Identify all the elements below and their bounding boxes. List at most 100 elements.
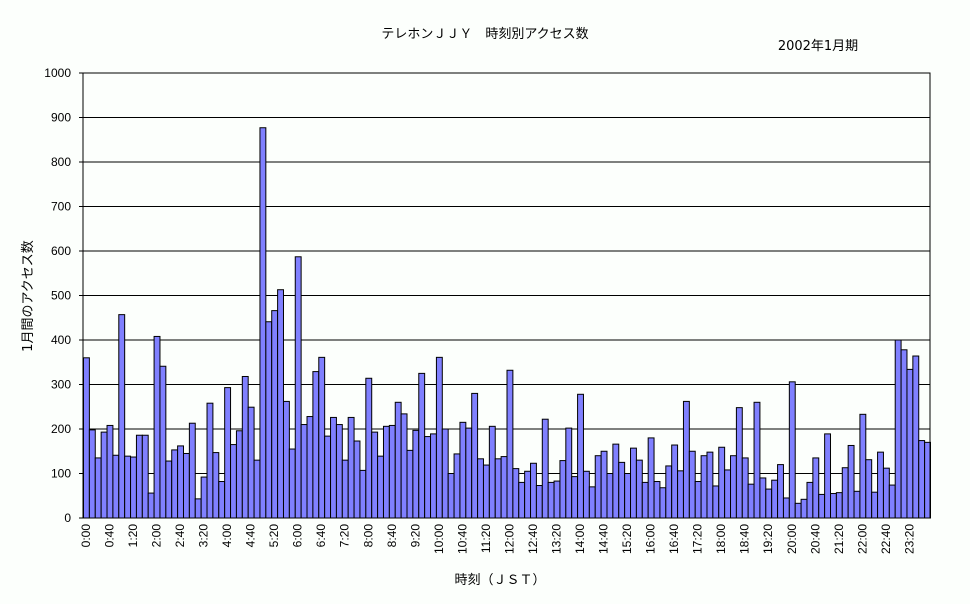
- x-tick-label: 11:20: [479, 524, 493, 553]
- bar: [641, 481, 649, 519]
- bar: [906, 368, 914, 519]
- bar: [524, 470, 532, 519]
- bar: [194, 498, 202, 519]
- bar: [347, 416, 355, 519]
- x-tick-label: 8:40: [385, 524, 399, 548]
- bar: [282, 400, 290, 519]
- bar: [406, 449, 414, 519]
- bar: [694, 481, 702, 519]
- bar: [735, 407, 743, 519]
- bar: [865, 459, 873, 519]
- x-tick-label: 12:40: [526, 524, 540, 554]
- bar: [647, 437, 655, 519]
- bar: [230, 444, 237, 519]
- bar: [188, 422, 196, 519]
- bar: [324, 435, 332, 519]
- bar: [159, 365, 167, 519]
- x-tick-label: 20:00: [785, 524, 799, 554]
- bar: [688, 450, 696, 519]
- bar: [88, 429, 96, 519]
- x-tick-label: 16:00: [644, 524, 658, 554]
- bar: [541, 418, 549, 519]
- x-tick-label: 2:00: [150, 524, 164, 548]
- bar: [559, 460, 567, 519]
- y-tick-label: 200: [51, 422, 71, 436]
- bar: [306, 416, 314, 519]
- bar: [212, 452, 220, 519]
- bar: [665, 465, 673, 519]
- y-tick-label: 700: [51, 200, 71, 214]
- bar: [653, 481, 661, 519]
- bars: [83, 127, 931, 519]
- bar: [582, 470, 590, 519]
- bar: [400, 413, 408, 519]
- bar: [447, 473, 455, 519]
- x-tick-label: 1:20: [126, 524, 140, 548]
- bar: [565, 427, 573, 519]
- bar: [553, 480, 561, 519]
- bar: [794, 502, 802, 519]
- bar: [359, 469, 367, 519]
- bar: [277, 289, 284, 519]
- bar: [147, 492, 155, 519]
- bar: [253, 459, 261, 519]
- bar: [471, 392, 479, 519]
- x-tick-label: 10:00: [432, 524, 446, 554]
- y-tick-label: 800: [51, 155, 71, 169]
- bar: [600, 450, 608, 519]
- bar: [477, 458, 484, 519]
- bar: [912, 355, 920, 519]
- y-tick-label: 900: [51, 111, 71, 125]
- bar: [435, 356, 443, 519]
- bar: [800, 498, 808, 519]
- x-tick-label: 21:20: [832, 524, 846, 554]
- bar: [259, 127, 267, 519]
- bar: [765, 488, 773, 519]
- x-tick-label: 17:20: [691, 524, 705, 554]
- bar: [412, 429, 420, 519]
- bar: [424, 436, 432, 519]
- x-tick-label: 19:20: [761, 524, 775, 554]
- x-tick-label: 5:20: [267, 524, 281, 548]
- bar: [782, 497, 790, 519]
- bar: [577, 393, 584, 519]
- bar: [677, 470, 684, 519]
- bar: [671, 444, 679, 519]
- x-tick-label: 20:40: [808, 524, 822, 554]
- x-tick-label: 23:20: [902, 524, 916, 554]
- x-tick-labels: 0:00 0:40 1:20 2:00 2:40 3:20 4:00 4:40 5:20 6:00…: [79, 524, 916, 554]
- x-tick-label: 4:00: [220, 524, 234, 548]
- x-tick-label: 14:00: [573, 524, 587, 554]
- bar: [353, 440, 361, 519]
- bar: [118, 314, 126, 519]
- x-tick-label: 13:20: [549, 524, 563, 554]
- x-axis-label: 時刻（ＪＳＴ）: [454, 573, 545, 588]
- bar: [235, 430, 243, 519]
- bar: [777, 464, 784, 519]
- bar: [224, 387, 232, 519]
- bar: [500, 456, 508, 519]
- bar: [830, 493, 837, 519]
- y-tick-label: 0: [64, 511, 71, 525]
- bar: [112, 454, 120, 519]
- x-tick-label: 18:40: [738, 524, 752, 554]
- x-tick-label: 14:40: [597, 524, 611, 554]
- bar: [365, 377, 373, 519]
- bar: [241, 375, 249, 519]
- bar: [100, 431, 108, 519]
- bar: [853, 490, 861, 519]
- x-tick-label: 6:40: [314, 524, 328, 548]
- bar: [594, 455, 602, 519]
- bar: [659, 487, 667, 519]
- bar: [300, 424, 308, 519]
- bar: [530, 462, 537, 519]
- bar: [177, 445, 184, 519]
- x-tick-label: 0:40: [102, 524, 116, 548]
- bar: [841, 467, 849, 519]
- bar: [318, 356, 326, 519]
- bar: [730, 455, 737, 519]
- bar: [200, 476, 208, 519]
- bar: [418, 372, 426, 519]
- chart-title: テレホンＪＪＹ 時刻別アクセス数: [381, 27, 588, 42]
- y-tick-label: 400: [51, 333, 71, 347]
